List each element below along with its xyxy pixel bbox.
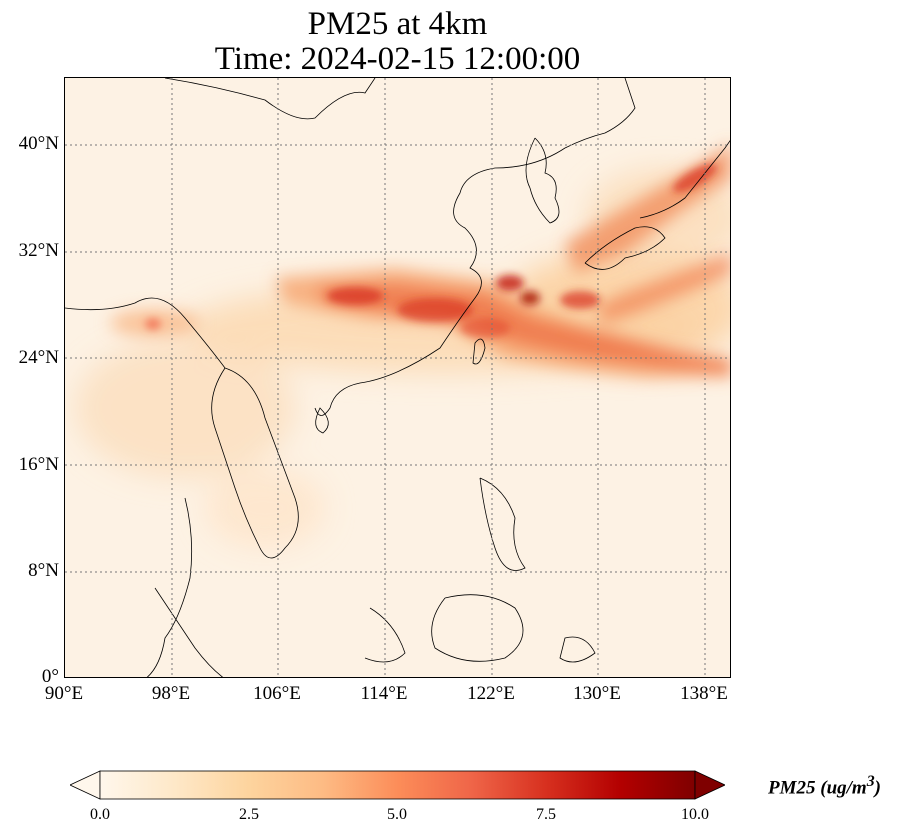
map-panel	[64, 77, 731, 678]
colorbar	[70, 770, 725, 800]
lat-tick-24: 24°N	[18, 347, 59, 368]
gridlines	[65, 78, 730, 677]
lon-tick-130: 130°E	[573, 683, 621, 704]
lat-tick-8: 8°N	[28, 560, 59, 581]
lon-tick-98: 98°E	[151, 683, 191, 704]
lon-tick-90: 90°E	[44, 683, 84, 704]
lon-tick-138: 138°E	[680, 683, 728, 704]
colorbar-label: PM25 (ug/m3)	[768, 773, 881, 799]
lat-tick-16: 16°N	[18, 454, 59, 475]
colorbar-tick-10: 10.0	[681, 806, 709, 823]
colorbar-tick-7-5: 7.5	[536, 806, 556, 823]
colorbar-tick-2-5: 2.5	[239, 806, 259, 823]
colorbar-label-text: PM25 (ug/m	[768, 777, 867, 799]
hot-spots	[145, 163, 718, 338]
colorbar-label-sup: 3	[866, 773, 875, 790]
colorbar-gradient	[99, 770, 696, 800]
coastlines	[65, 78, 730, 677]
colorbar-tick-0: 0.0	[90, 806, 110, 823]
colorbar-extend-low	[70, 770, 101, 800]
colorbar-tick-5: 5.0	[387, 806, 407, 823]
pm25-field	[65, 78, 730, 677]
lon-tick-114: 114°E	[360, 683, 408, 704]
lat-tick-32: 32°N	[18, 240, 59, 261]
map-title: PM25 at 4km	[307, 6, 488, 42]
lon-tick-106: 106°E	[253, 683, 301, 704]
lon-tick-122: 122°E	[467, 683, 515, 704]
lat-tick-0: 0°	[41, 666, 59, 687]
colorbar-label-close: )	[874, 777, 881, 799]
colorbar-extend-high	[694, 770, 725, 800]
lat-tick-40: 40°N	[18, 133, 59, 154]
map-subtitle-time: Time: 2024-02-15 12:00:00	[214, 41, 581, 77]
